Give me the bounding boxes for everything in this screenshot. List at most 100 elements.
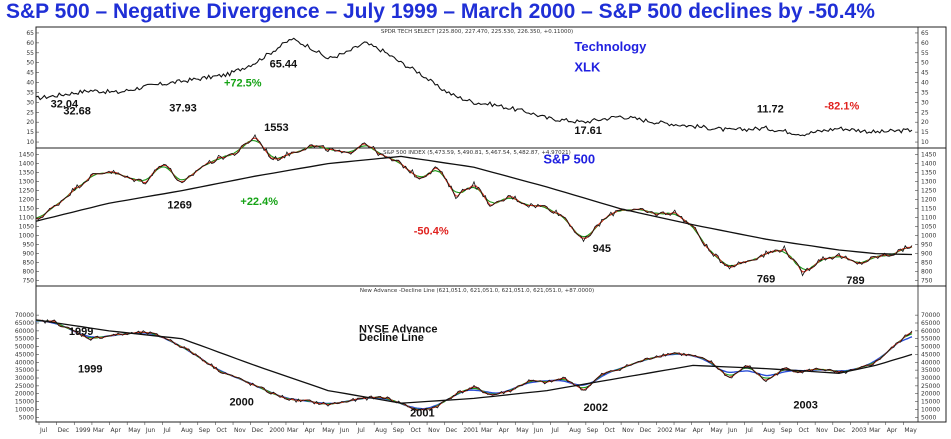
y-tick-label-left: 40 <box>26 80 34 87</box>
x-tick-label: Jun <box>533 427 544 434</box>
annotation-label: 65.44 <box>270 59 298 71</box>
y-tick-label-right: 25 <box>921 109 929 116</box>
x-tick-label: Mar <box>93 427 105 434</box>
annotation-label: 2002 <box>584 402 608 414</box>
panel-subtitle: S&P 500 INDEX (5,473.59, 5,490.81, 5,467… <box>383 150 571 156</box>
annotation-label: +22.4% <box>240 196 278 208</box>
y-tick-label-right: 70000 <box>921 312 940 319</box>
y-tick-label-left: 850 <box>23 260 35 267</box>
y-tick-label-left: 1350 <box>19 170 34 177</box>
y-tick-label-left: 5000 <box>19 414 34 421</box>
annotation-label: 2001 <box>410 408 434 420</box>
y-tick-label-right: 45 <box>921 70 929 77</box>
x-tick-label: Jul <box>357 427 366 434</box>
x-tick-label: Oct <box>799 427 810 434</box>
y-tick-label-right: 20000 <box>921 391 940 398</box>
y-tick-label-right: 15 <box>921 129 929 136</box>
y-tick-label-right: 15000 <box>921 399 940 406</box>
y-tick-label-left: 50 <box>26 60 34 67</box>
moving-average-red <box>35 137 913 273</box>
y-tick-label-left: 40000 <box>15 359 34 366</box>
annotation-label: 1999 <box>69 326 93 338</box>
y-tick-label-right: 40 <box>921 80 929 87</box>
x-tick-label: Dec <box>252 427 264 434</box>
x-tick-label: Dec <box>640 427 652 434</box>
x-tick-label: Dec <box>834 427 846 434</box>
price-series <box>35 37 913 137</box>
x-tick-label: Jul <box>745 427 754 434</box>
y-tick-label-right: 60000 <box>921 328 940 335</box>
annotation-label: S&P 500 <box>543 152 595 167</box>
y-tick-label-left: 1200 <box>19 197 34 204</box>
x-tick-label: Mar <box>287 427 299 434</box>
x-tick-label: Jun <box>339 427 350 434</box>
x-tick-label: Sep <box>781 427 793 434</box>
y-tick-label-left: 30 <box>26 99 34 106</box>
y-tick-label-right: 20 <box>921 119 929 126</box>
y-tick-label-left: 1300 <box>19 179 34 186</box>
y-tick-label-left: 45 <box>26 70 34 77</box>
x-tick-label: Jun <box>145 427 156 434</box>
panel-top: 65 65 60 60 55 55 50 50 45 45 40 40 35 35 30 30 25 25 20 20… <box>26 26 947 149</box>
y-tick-label-right: 10000 <box>921 406 940 413</box>
y-tick-label-left: 65000 <box>15 320 34 327</box>
annotation-label: 17.61 <box>574 125 602 137</box>
x-tick-label: Nov <box>234 427 246 434</box>
y-tick-label-right: 60 <box>921 40 929 47</box>
x-tick-label: May <box>128 427 141 434</box>
y-tick-label-left: 65 <box>26 30 34 37</box>
annotation-label: 2000 <box>229 397 253 409</box>
annotation-label: 769 <box>757 273 775 285</box>
y-tick-label-right: 1000 <box>921 233 936 240</box>
x-tick-label: Jul <box>162 427 171 434</box>
price-series <box>35 133 913 277</box>
x-tick-label: Dec <box>58 427 70 434</box>
moving-average-red <box>35 319 913 411</box>
moving-average-blue <box>36 320 913 410</box>
y-tick-label-right: 1100 <box>921 215 936 222</box>
price-series <box>35 319 913 412</box>
y-tick-label-right: 65000 <box>921 320 940 327</box>
x-tick-label: Nov <box>816 427 828 434</box>
y-tick-label-right: 40000 <box>921 359 940 366</box>
x-tick-label: Aug <box>763 427 775 434</box>
x-tick-label: Aug <box>569 427 581 434</box>
y-tick-label-left: 30000 <box>15 375 34 382</box>
x-tick-label: Oct <box>604 427 615 434</box>
y-tick-label-left: 45000 <box>15 351 34 358</box>
y-tick-label-left: 60000 <box>15 328 34 335</box>
y-tick-label-right: 1200 <box>921 197 936 204</box>
y-tick-label-left: 1400 <box>19 161 34 168</box>
y-tick-label-left: 35000 <box>15 367 34 374</box>
y-tick-label-left: 60 <box>26 40 34 47</box>
y-tick-label-left: 1000 <box>19 233 34 240</box>
y-tick-label-right: 800 <box>921 269 933 276</box>
panel-frame <box>35 26 947 149</box>
annotation-label: 11.72 <box>757 103 784 115</box>
y-tick-label-left: 1050 <box>19 224 34 231</box>
annotation-label: -50.4% <box>414 226 449 238</box>
y-tick-label-right: 50 <box>921 60 929 67</box>
y-tick-label-left: 20 <box>26 119 34 126</box>
y-tick-label-left: 800 <box>23 269 35 276</box>
x-tick-label: Jul <box>39 427 48 434</box>
x-tick-label: 1999 <box>75 427 90 434</box>
y-tick-label-right: 950 <box>921 242 933 249</box>
y-tick-label-left: 15000 <box>15 399 34 406</box>
y-tick-label-right: 1050 <box>921 224 936 231</box>
y-tick-label-right: 1400 <box>921 161 936 168</box>
y-tick-label-right: 25000 <box>921 383 940 390</box>
x-tick-label: 2003 <box>851 427 866 434</box>
panel-middle: 1450 1450 1400 1400 1350 1350 1300 1300 1250 1250… <box>19 122 947 287</box>
x-tick-label: Aug <box>181 427 193 434</box>
x-tick-label: Apr <box>693 427 704 434</box>
x-tick-label: 2000 <box>269 427 284 434</box>
panel-frame <box>35 285 947 423</box>
moving-average-long <box>35 319 913 404</box>
x-tick-label: Apr <box>887 427 898 434</box>
x-tick-label: Jul <box>551 427 560 434</box>
annotation-label: 32.04 <box>51 98 79 110</box>
y-tick-label-right: 35 <box>921 89 929 96</box>
x-tick-label: Mar <box>481 427 493 434</box>
